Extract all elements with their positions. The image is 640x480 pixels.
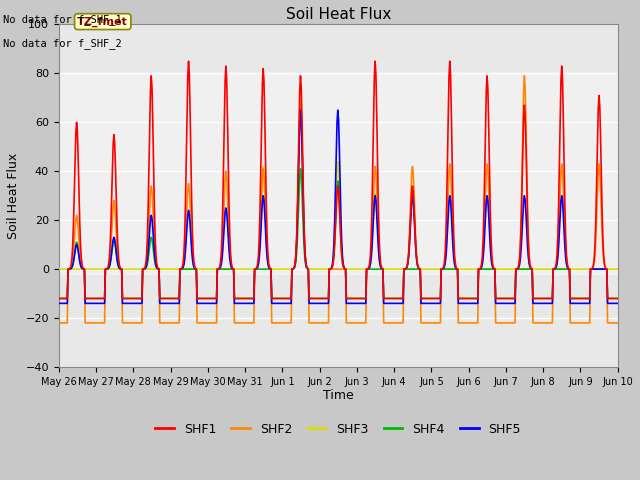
SHF5 [424,300,431,306]
SHF4 [179,266,187,272]
Title: Soil Heat Flux: Soil Heat Flux [285,7,391,22]
SHF4 [297,166,305,172]
SHF2 [55,320,63,326]
SHF1 [179,260,187,266]
SHF1 [55,296,63,301]
SHF5 [209,300,216,306]
SHF2 [520,73,528,79]
SHF2 [65,266,73,272]
Legend: SHF1, SHF2, SHF3, SHF4, SHF5: SHF1, SHF2, SHF3, SHF4, SHF5 [150,418,526,441]
SHF4 [209,296,216,301]
SHF1 [614,296,621,301]
SHF5 [65,266,73,272]
SHF5 [179,264,187,270]
SHF1 [209,296,217,301]
SHF3 [614,266,621,272]
SHF5 [614,300,621,306]
Text: No data for f_SHF_2: No data for f_SHF_2 [3,38,122,49]
Line: SHF5: SHF5 [59,110,618,303]
SHF2 [122,320,130,326]
Line: SHF2: SHF2 [59,76,618,323]
SHF2 [614,320,621,326]
Line: SHF1: SHF1 [59,61,618,299]
SHF5 [297,107,305,113]
SHF3 [407,210,415,216]
SHF3 [297,97,305,103]
Line: SHF3: SHF3 [59,100,618,269]
SHF3 [65,266,73,272]
Line: SHF4: SHF4 [59,169,618,299]
SHF1 [65,266,73,272]
SHF2 [179,264,187,270]
Bar [59,73,618,274]
Y-axis label: Soil Heat Flux: Soil Heat Flux [7,153,20,239]
SHF4 [55,296,63,301]
SHF1 [185,59,193,64]
SHF1 [424,296,431,301]
SHF2 [406,213,414,219]
Text: TZ_fmet: TZ_fmet [77,16,128,27]
SHF5 [407,212,415,217]
SHF4 [122,296,130,301]
SHF5 [55,300,63,306]
X-axis label: Time: Time [323,389,353,402]
SHF1 [122,296,130,301]
SHF4 [407,266,415,272]
SHF2 [209,320,216,326]
SHF4 [614,296,621,301]
Text: No data for f_SHF_1: No data for f_SHF_1 [3,14,122,25]
SHF3 [424,266,431,272]
SHF3 [55,266,63,272]
SHF3 [122,266,130,272]
SHF2 [422,320,430,326]
SHF3 [209,266,216,272]
SHF1 [407,204,415,210]
SHF4 [424,296,431,301]
SHF3 [179,266,187,272]
SHF5 [122,300,130,306]
SHF4 [65,266,73,272]
